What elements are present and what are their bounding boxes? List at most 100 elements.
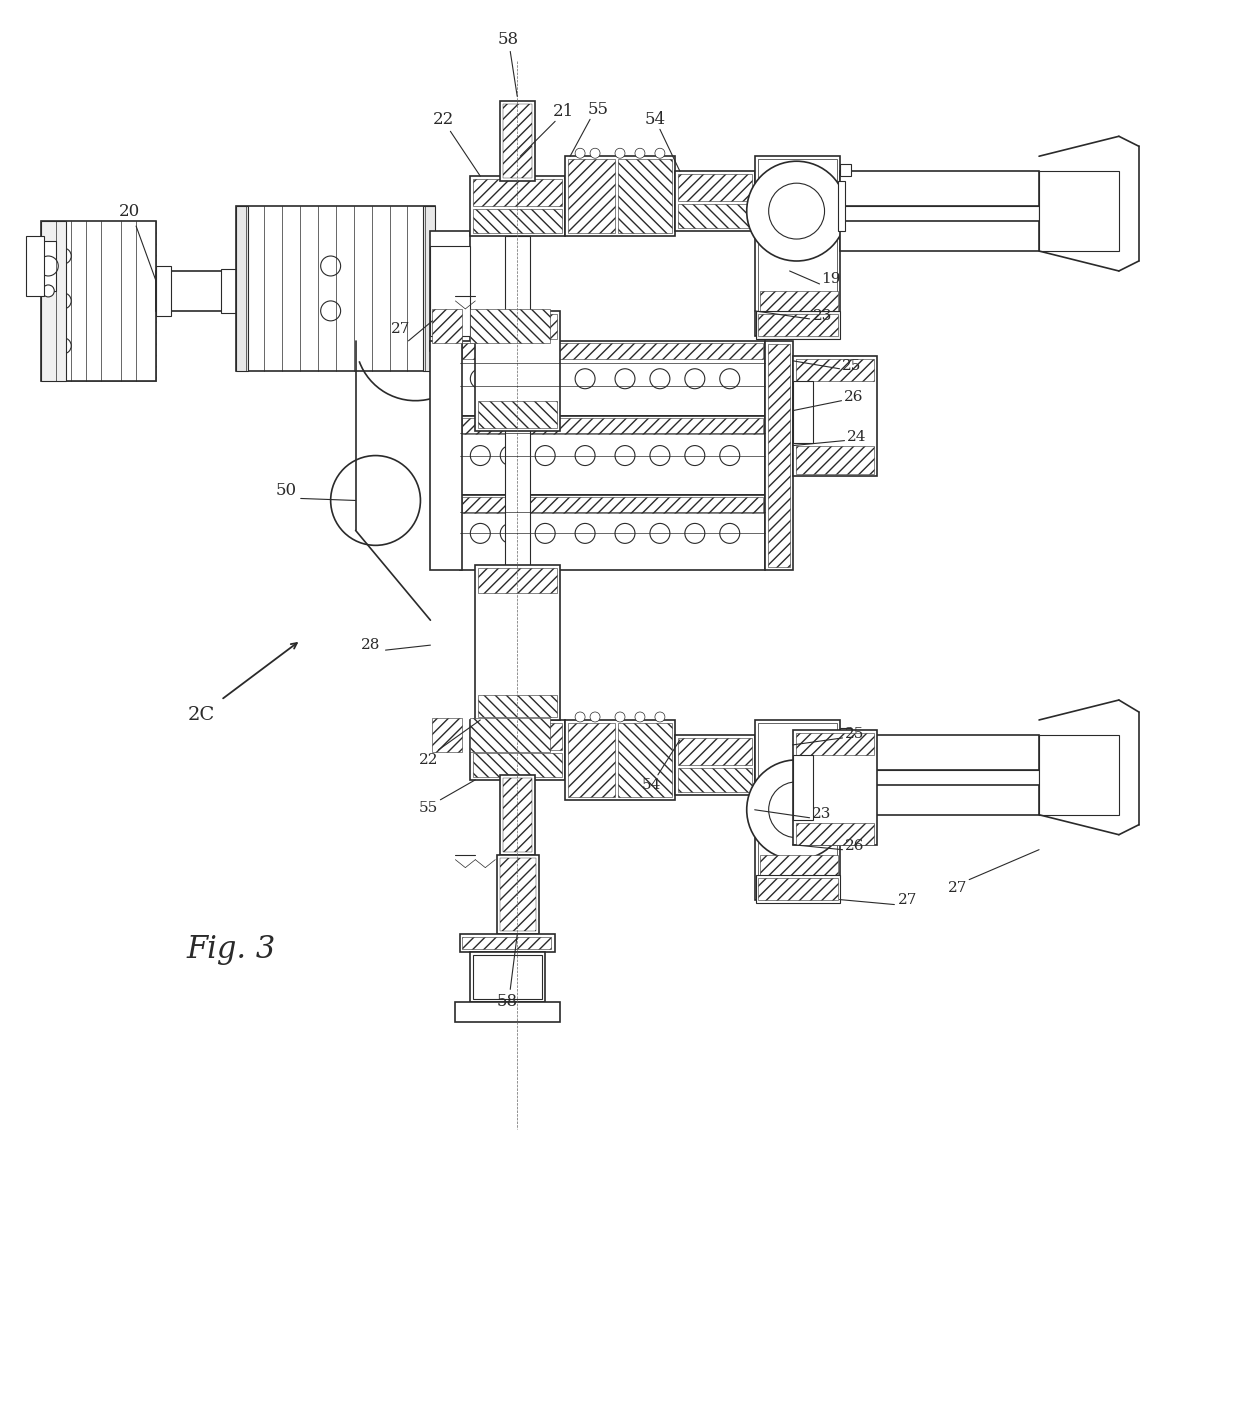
Bar xyxy=(678,767,751,791)
Bar xyxy=(474,723,562,750)
Circle shape xyxy=(615,369,635,389)
Bar xyxy=(156,266,171,317)
Bar xyxy=(839,784,1039,815)
Bar xyxy=(758,877,837,900)
Text: 50: 50 xyxy=(275,482,296,499)
Circle shape xyxy=(536,523,556,544)
Bar xyxy=(41,220,66,380)
Bar xyxy=(497,855,539,934)
Bar xyxy=(568,160,615,233)
Bar xyxy=(675,171,755,232)
Bar xyxy=(460,496,765,571)
Text: 19: 19 xyxy=(821,271,841,285)
Bar xyxy=(758,723,837,897)
Text: 28: 28 xyxy=(361,639,381,653)
Bar xyxy=(503,777,532,852)
Bar xyxy=(479,695,557,716)
Circle shape xyxy=(769,184,825,239)
Circle shape xyxy=(650,523,670,544)
Bar xyxy=(678,738,751,764)
Bar xyxy=(470,177,565,236)
Bar xyxy=(839,728,852,740)
Bar xyxy=(839,164,852,177)
Circle shape xyxy=(470,445,490,465)
Circle shape xyxy=(615,523,635,544)
Bar xyxy=(505,236,531,725)
Bar xyxy=(470,309,551,343)
Circle shape xyxy=(719,369,740,389)
Bar xyxy=(460,415,765,496)
Bar xyxy=(156,271,236,311)
Circle shape xyxy=(615,445,635,465)
Bar xyxy=(760,855,837,875)
Bar xyxy=(568,723,615,797)
Bar xyxy=(26,236,45,295)
Bar xyxy=(1039,171,1118,252)
Text: 27: 27 xyxy=(947,880,967,894)
Bar xyxy=(796,359,874,380)
Bar xyxy=(460,934,556,952)
Text: 26: 26 xyxy=(843,390,863,404)
Circle shape xyxy=(575,445,595,465)
Bar xyxy=(760,291,837,311)
Circle shape xyxy=(56,249,71,264)
Bar xyxy=(503,105,532,178)
Circle shape xyxy=(590,712,600,722)
Bar xyxy=(678,174,751,201)
Bar xyxy=(430,341,463,571)
Bar xyxy=(500,102,536,181)
Bar xyxy=(839,171,1039,206)
Bar xyxy=(565,721,675,800)
Circle shape xyxy=(536,445,556,465)
Bar xyxy=(221,268,236,312)
Circle shape xyxy=(42,285,55,297)
Bar xyxy=(433,718,463,752)
Bar xyxy=(463,937,551,950)
Circle shape xyxy=(650,369,670,389)
Circle shape xyxy=(56,292,71,309)
Bar xyxy=(455,1002,560,1022)
Circle shape xyxy=(719,523,740,544)
Bar xyxy=(475,565,560,721)
Circle shape xyxy=(575,148,585,158)
Circle shape xyxy=(56,338,71,353)
Circle shape xyxy=(635,712,645,722)
Circle shape xyxy=(684,369,704,389)
Circle shape xyxy=(769,781,825,838)
Text: 25: 25 xyxy=(844,726,864,740)
Text: 55: 55 xyxy=(588,100,609,117)
Circle shape xyxy=(684,523,704,544)
Text: 58: 58 xyxy=(497,31,518,48)
Bar xyxy=(430,246,470,336)
Circle shape xyxy=(684,445,704,465)
Text: 20: 20 xyxy=(119,202,140,219)
Circle shape xyxy=(321,301,341,321)
Bar xyxy=(792,380,812,442)
Text: 23: 23 xyxy=(812,807,831,821)
Text: 58: 58 xyxy=(497,993,518,1010)
Bar xyxy=(768,343,790,567)
Circle shape xyxy=(655,148,665,158)
Circle shape xyxy=(635,148,645,158)
Text: 2C: 2C xyxy=(187,706,215,723)
Bar xyxy=(479,314,557,339)
Bar xyxy=(500,774,536,855)
Bar xyxy=(755,721,839,900)
Bar xyxy=(618,723,672,797)
Bar xyxy=(758,314,837,336)
Bar xyxy=(1039,735,1118,815)
Bar xyxy=(839,735,1039,770)
Bar xyxy=(839,206,1039,220)
Text: 21: 21 xyxy=(553,103,574,120)
Circle shape xyxy=(575,523,595,544)
Circle shape xyxy=(500,445,521,465)
Bar xyxy=(796,822,874,845)
Circle shape xyxy=(500,369,521,389)
Bar xyxy=(236,206,248,370)
Circle shape xyxy=(746,760,847,859)
Bar xyxy=(463,497,763,513)
Bar xyxy=(479,401,557,428)
Bar xyxy=(41,220,156,380)
Bar xyxy=(618,160,672,233)
Bar xyxy=(475,311,560,431)
